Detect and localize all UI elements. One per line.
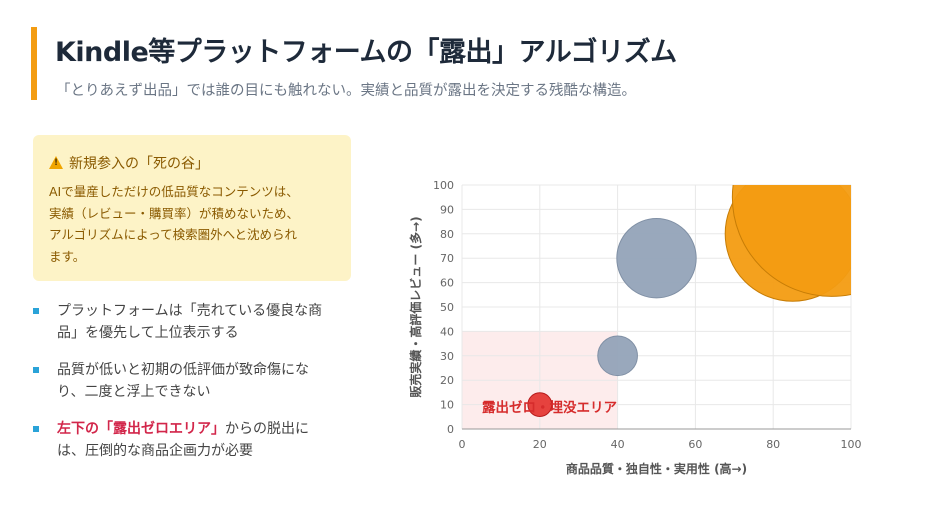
x-tick-label: 80 — [766, 438, 780, 451]
bubble-chart: 0 20 40 60 80 100 0 10 20 30 40 50 60 70 80 90 100 露出ゼロ・… — [408, 179, 862, 476]
x-tick-label: 100 — [841, 438, 862, 451]
warning-line: AIで量産しただけの低品質なコンテンツは、 — [49, 184, 299, 199]
bullet-text: プラットフォームは「売れている優良な商 — [57, 303, 323, 319]
warning-title: 新規参入の「死の谷」 — [69, 156, 209, 172]
bullet-square-icon — [33, 308, 39, 314]
y-tick-label: 0 — [447, 423, 454, 436]
y-tick-label: 50 — [440, 301, 454, 314]
zone-label: 露出ゼロ・埋没エリア — [482, 399, 617, 416]
y-tick-label: 70 — [440, 252, 454, 265]
page-title: Kindle等プラットフォームの「露出」アルゴリズム — [55, 37, 677, 68]
bullet-text: からの脱出に — [225, 421, 309, 437]
y-axis-label: 販売実績・高評価レビュー (多→) — [408, 216, 423, 397]
x-tick-label: 0 — [459, 438, 466, 451]
bullet-list: プラットフォームは「売れている優良な商 品」を優先して上位表示する 品質が低いと… — [33, 300, 353, 477]
y-tick-label: 100 — [433, 179, 454, 192]
page-subtitle: 「とりあえず出品」では誰の目にも触れない。実績と品質が露出を決定する残酷な構造。 — [56, 83, 636, 99]
bullet-text: 品」を優先して上位表示する — [57, 325, 239, 341]
warning-icon — [49, 156, 63, 169]
warning-heading: 新規参入の「死の谷」 — [49, 153, 209, 173]
list-item: 左下の「露出ゼロエリア」からの脱出に は、圧倒的な商品企画力が必要 — [33, 418, 353, 462]
y-tick-label: 80 — [440, 228, 454, 241]
x-tick-label: 20 — [533, 438, 547, 451]
x-axis-label: 商品品質・独自性・実用性 (高→) — [566, 461, 747, 476]
bullet-text: 品質が低いと初期の低評価が致命傷にな — [57, 362, 309, 378]
x-tick-label: 60 — [688, 438, 702, 451]
bubble-point — [616, 218, 697, 299]
y-tick-label: 40 — [440, 325, 454, 338]
bubble-point — [597, 335, 638, 377]
list-item: プラットフォームは「売れている優良な商 品」を優先して上位表示する — [33, 300, 353, 344]
warning-line: ます。 — [49, 248, 86, 264]
chart-points — [527, 185, 851, 418]
bubble-point — [527, 392, 553, 418]
bullet-text: り、二度と浮上できない — [57, 384, 211, 400]
y-tick-label: 90 — [440, 203, 454, 216]
x-tick-label: 40 — [611, 438, 625, 451]
bullet-square-icon — [33, 367, 39, 373]
warning-line: アルゴリズムによって検索圏外へと沈められ — [49, 227, 298, 242]
warning-body: AIで量産しただけの低品質なコンテンツは、 実績（レビュー・購買率）が積めないた… — [49, 181, 339, 267]
chart-axes: 0 20 40 60 80 100 0 10 20 30 40 50 60 70 80 90 100 — [433, 179, 862, 451]
y-tick-label: 10 — [440, 399, 454, 412]
y-tick-label: 60 — [440, 277, 454, 290]
bullet-highlight: 左下の「露出ゼロエリア」 — [57, 421, 225, 437]
y-tick-label: 20 — [440, 374, 454, 387]
bullet-square-icon — [33, 426, 39, 432]
list-item: 品質が低いと初期の低評価が致命傷にな り、二度と浮上できない — [33, 359, 353, 403]
y-tick-label: 30 — [440, 350, 454, 363]
warning-box: 新規参入の「死の谷」 AIで量産しただけの低品質なコンテンツは、 実績（レビュー… — [33, 135, 351, 281]
bullet-text: は、圧倒的な商品企画力が必要 — [57, 443, 253, 459]
bubble-point — [731, 185, 851, 297]
warning-line: 実績（レビュー・購買率）が積めないため、 — [49, 205, 300, 221]
title-accent-bar — [31, 27, 37, 100]
